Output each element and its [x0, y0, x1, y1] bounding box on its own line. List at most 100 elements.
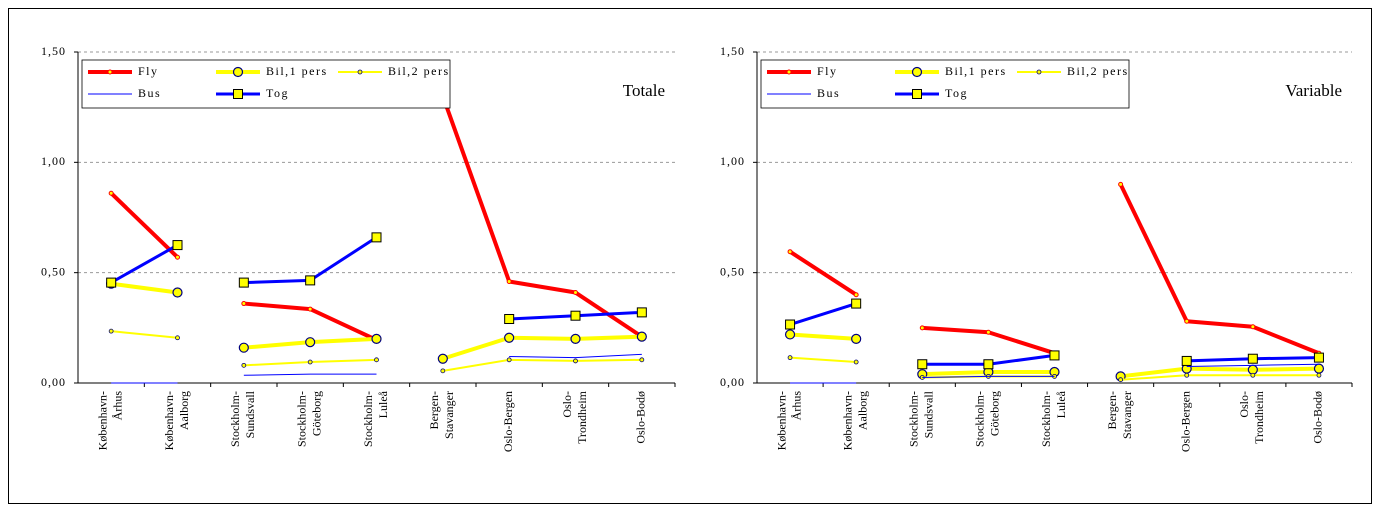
marker — [1118, 377, 1124, 383]
marker — [504, 332, 515, 343]
marker — [233, 89, 243, 99]
marker — [238, 277, 249, 288]
y-tick-label: 1,00 — [720, 154, 745, 168]
marker — [1250, 372, 1256, 378]
marker — [307, 359, 313, 365]
series-line — [442, 358, 642, 372]
x-tick-label: Oslo-Bodø — [634, 391, 648, 444]
marker — [357, 69, 363, 75]
y-tick-label: 0,00 — [720, 375, 745, 389]
x-tick-label: Stockholm- — [907, 391, 921, 447]
marker — [917, 359, 928, 370]
legend-label: Bus — [817, 86, 840, 100]
series-line — [788, 250, 858, 297]
marker — [241, 362, 247, 368]
marker — [983, 359, 994, 370]
marker — [307, 306, 313, 312]
series-line — [243, 373, 377, 376]
x-tick-label: Luleå — [1054, 390, 1068, 418]
marker — [1118, 181, 1124, 187]
x-tick-label: Bergen- — [427, 391, 441, 429]
series-line — [109, 191, 179, 259]
y-tick-label: 1,50 — [720, 44, 745, 58]
marker — [639, 357, 645, 363]
marker — [851, 333, 862, 344]
marker — [506, 357, 512, 363]
series-line — [110, 243, 179, 284]
legend-label: Bus — [138, 86, 161, 100]
x-tick-label: Aalborg — [177, 391, 191, 430]
marker — [440, 368, 446, 374]
marker — [573, 290, 578, 296]
x-tick-label: Stockholm- — [361, 391, 375, 447]
x-tick-label: Stockholm- — [1039, 391, 1053, 447]
legend-box — [760, 59, 1130, 109]
marker — [108, 190, 114, 196]
series-line — [789, 356, 857, 364]
legend-label: Fly — [138, 64, 159, 78]
y-tick-label: 1,50 — [41, 44, 66, 58]
x-tick-label: København- — [840, 391, 854, 450]
marker — [108, 328, 114, 334]
legend-label: Tog — [945, 86, 968, 100]
annotation: Variable — [1285, 81, 1342, 100]
series-line — [110, 281, 178, 295]
marker — [786, 69, 792, 75]
marker — [1313, 363, 1325, 374]
marker — [241, 301, 247, 307]
x-tick-label: Göteborg — [988, 391, 1002, 436]
marker — [636, 307, 647, 318]
legend-label: Bil,1 pers — [945, 64, 1007, 78]
marker — [787, 355, 793, 361]
x-tick-label: Oslo- — [1237, 391, 1251, 418]
marker — [919, 325, 925, 331]
marker — [175, 254, 180, 260]
series-line — [509, 353, 642, 359]
x-tick-label: Stavanger — [442, 391, 456, 439]
marker — [1313, 352, 1324, 363]
marker — [232, 66, 244, 78]
marker — [371, 333, 382, 344]
x-tick-label: Aalborg — [855, 391, 869, 430]
x-tick-label: København- — [774, 391, 788, 450]
marker — [305, 337, 316, 348]
marker — [570, 333, 581, 344]
y-tick-label: 0,50 — [41, 264, 66, 278]
legend-label: Tog — [266, 86, 289, 100]
x-tick-label: Stockholm- — [973, 391, 987, 447]
x-tick-label: Göteborg — [309, 391, 323, 436]
marker — [853, 359, 859, 365]
series-line — [1120, 366, 1319, 379]
x-tick-label: Sundsvall — [922, 390, 936, 438]
marker — [374, 357, 379, 363]
marker — [504, 314, 515, 325]
marker — [1036, 69, 1042, 75]
marker — [787, 249, 793, 255]
marker — [172, 287, 183, 298]
marker — [1181, 355, 1192, 366]
marker — [1049, 350, 1060, 361]
marker — [175, 335, 180, 341]
marker — [107, 69, 113, 75]
legend-label: Bil,2 pers — [388, 64, 450, 78]
series-line — [1120, 374, 1319, 381]
marker — [106, 277, 117, 288]
x-tick-label: Stavanger — [1120, 391, 1134, 439]
x-tick-label: Oslo-Bergen — [501, 391, 515, 452]
series-line — [789, 332, 857, 341]
y-tick-label: 1,00 — [41, 154, 66, 168]
marker — [784, 329, 796, 340]
x-tick-label: Århus — [789, 391, 803, 421]
legend-label: Bil,1 pers — [266, 64, 328, 78]
marker — [506, 278, 512, 284]
x-tick-label: Oslo-Bergen — [1178, 391, 1192, 452]
marker — [1184, 318, 1190, 324]
marker — [573, 358, 578, 364]
y-tick-label: 0,50 — [720, 264, 745, 278]
x-tick-label: Sundsvall — [243, 390, 257, 438]
marker — [1316, 372, 1322, 378]
legend-label: Bil,2 pers — [1067, 64, 1129, 78]
x-tick-label: Århus — [110, 391, 124, 421]
x-tick-label: Stockholm- — [228, 391, 242, 447]
